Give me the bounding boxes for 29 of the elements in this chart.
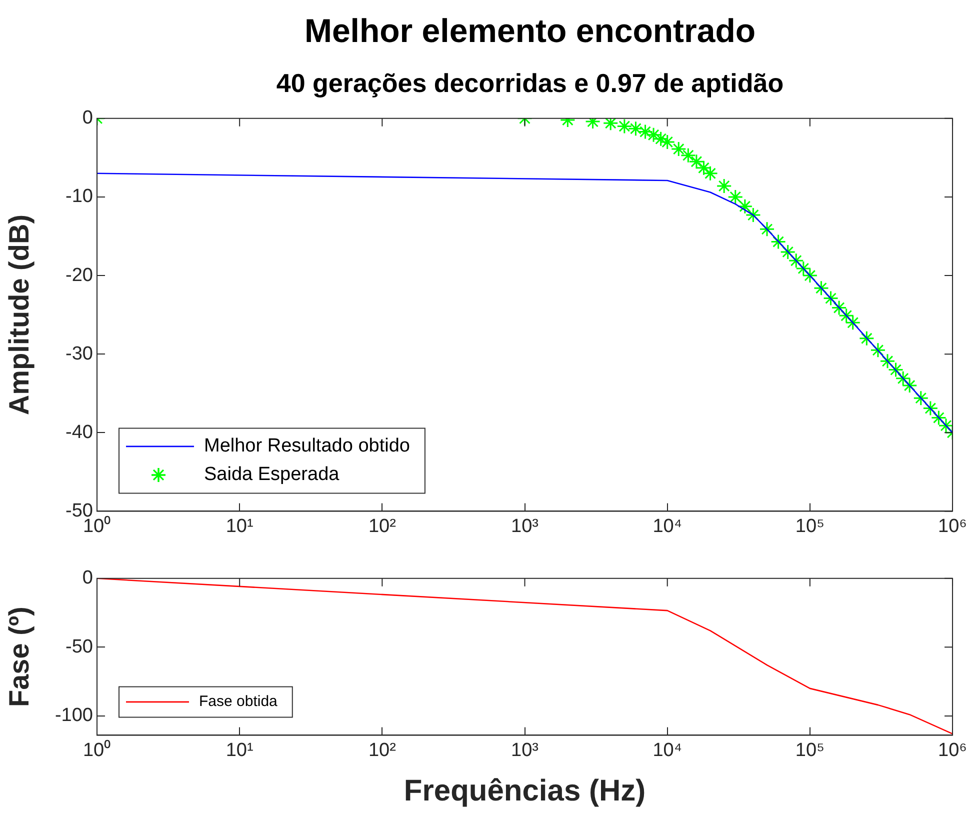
y-tick-label: -40	[66, 422, 93, 443]
chart-title: Melhor elemento encontrado	[303, 12, 757, 50]
x-tick-label: 10⁵	[795, 740, 824, 761]
x-tick-label: 10⁶	[938, 740, 968, 761]
x-axis-title: Frequências (Hz)	[404, 774, 646, 808]
chart-subtitle: 40 gerações decorridas e 0.97 de aptidão	[275, 68, 785, 99]
x-tick-label: 10⁵	[795, 516, 824, 537]
x-tick-label: 10⁶	[938, 516, 968, 537]
x-tick-label: 10⁴	[652, 516, 682, 537]
x-tick-label: 10²	[368, 740, 396, 761]
y-tick-label: 0	[82, 108, 93, 129]
x-tick-label: 10³	[511, 516, 538, 537]
y-tick-label: -100	[54, 705, 93, 726]
legend-label: Saida Esperada	[204, 464, 340, 486]
y-tick-label: -20	[66, 264, 93, 286]
y-tick-label: -30	[66, 343, 93, 364]
x-tick-label: 10²	[368, 516, 396, 537]
y-tick-label: -50	[66, 636, 93, 658]
y-axis-title: Fase (º)	[4, 606, 35, 708]
x-tick-label: 10⁴	[652, 740, 682, 761]
x-tick-label: 10¹	[226, 516, 254, 537]
x-tick-label: 10³	[511, 740, 538, 761]
x-tick-label: 10⁰	[82, 738, 112, 761]
legend-label: Fase obtida	[199, 693, 278, 710]
y-tick-label: -10	[66, 186, 93, 208]
legend-label: Melhor Resultado obtido	[204, 436, 410, 457]
y-tick-label: 0	[82, 568, 93, 589]
y-axis-title: Amplitude (dB)	[4, 214, 35, 416]
x-tick-label: 10¹	[226, 740, 254, 761]
